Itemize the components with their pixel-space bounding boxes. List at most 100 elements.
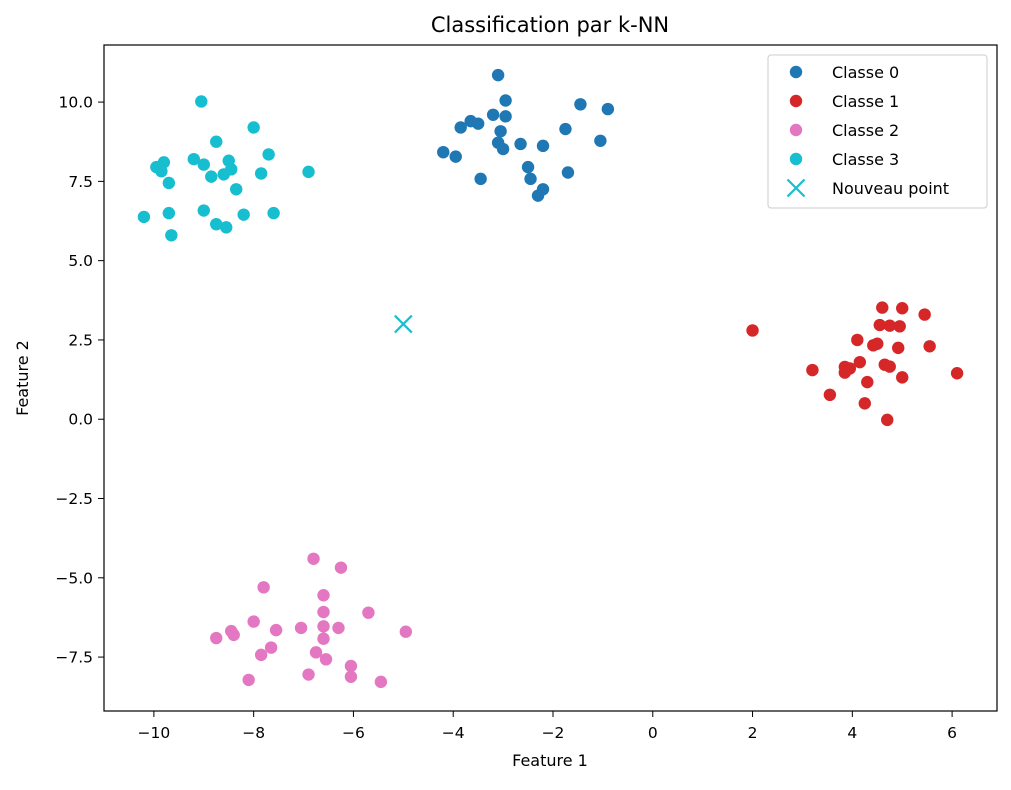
legend-marker [789, 94, 803, 108]
classe-1-point [746, 324, 759, 337]
classe-2-point [317, 632, 330, 645]
legend-label: Classe 1 [832, 92, 899, 111]
classe-0-point [524, 172, 537, 186]
classe-0-point [471, 117, 485, 130]
classe-2-point [294, 621, 308, 635]
x-tick-label: 0 [648, 724, 658, 742]
classe-1-point [838, 366, 852, 379]
classe-0-point [521, 160, 535, 174]
classe-1-point [876, 301, 889, 314]
classe-2-point [254, 648, 268, 662]
x-tick-label: −4 [442, 724, 465, 742]
legend-label: Classe 0 [832, 63, 899, 82]
classe-0-point [499, 94, 512, 107]
legend-marker [789, 152, 803, 166]
classe-2-point [227, 628, 240, 642]
classe-3-point [165, 229, 178, 242]
classe-2-point [344, 659, 358, 673]
classe-1-point [883, 360, 896, 373]
classe-2-point [362, 606, 375, 619]
classe-0-point [594, 134, 607, 147]
classe-2-point [317, 589, 330, 602]
legend-marker [786, 178, 806, 198]
nouveau-point-marker [394, 314, 413, 334]
x-tick-label: −2 [542, 724, 565, 742]
classe-1-point [896, 371, 909, 384]
classe-0-point [559, 122, 572, 136]
classe-1-point [893, 320, 906, 333]
classe-0-point [514, 137, 527, 151]
classe-3-point [247, 121, 260, 134]
classe-0-point [531, 189, 545, 202]
classe-1-point [823, 388, 837, 402]
classe-3-point [220, 221, 233, 234]
classe-2-point [374, 675, 388, 689]
classe-2-point [319, 653, 333, 666]
classe-1-point [853, 355, 867, 369]
x-tick-label: −8 [242, 724, 265, 742]
classe-3-point [205, 170, 218, 183]
classe-1-point [881, 413, 894, 427]
y-tick-label: −7.5 [55, 649, 93, 667]
legend-label: Nouveau point [832, 179, 949, 198]
y-axis: −7.5 −5.0 −2.5 0.0 2.5 5.0 7.5 10.0 [55, 94, 104, 667]
x-tick-label: 4 [847, 724, 857, 742]
x-tick-label: −10 [138, 724, 171, 742]
classe-0-point [561, 166, 575, 179]
x-tick-label: 6 [947, 724, 957, 742]
classe-2-point [317, 605, 330, 619]
classe-3-point [162, 176, 176, 190]
classe-0-point [494, 125, 507, 138]
plot-frame [103, 44, 998, 712]
x-tick-label: −6 [342, 724, 365, 742]
classe-3-point [230, 183, 243, 196]
classe-3-point [187, 152, 200, 166]
y-tick-label: −2.5 [55, 490, 93, 508]
classe-3-point [302, 165, 315, 179]
classe-1-point [918, 308, 931, 321]
classe-0-point [474, 172, 487, 186]
classe-2-point [334, 561, 348, 574]
classe-2-point [210, 631, 223, 645]
classe-2-point [344, 670, 358, 683]
classe-1-point [806, 363, 819, 377]
classe-2-point [257, 581, 270, 594]
x-tick-label: 2 [748, 724, 758, 742]
classe-2-point [309, 646, 323, 659]
classe-3-point [254, 167, 268, 180]
classe-3-point [237, 208, 250, 221]
classe-2-point [264, 641, 278, 654]
classe-2-point [332, 621, 345, 635]
legend-box [767, 54, 988, 209]
legend-label: Classe 3 [832, 150, 899, 169]
chart-title: Classification par k-NN [431, 13, 669, 37]
classe-1-point [892, 341, 905, 355]
y-axis-label: Feature 2 [13, 340, 32, 416]
classe-1-point [923, 340, 936, 353]
classe-3-point [162, 206, 176, 220]
classe-0-point [449, 150, 462, 163]
legend-marker [789, 123, 803, 137]
classe-0-point [491, 68, 505, 82]
legend-label: Classe 2 [832, 121, 899, 140]
classe-0-point [496, 142, 510, 156]
classe-2-point [269, 623, 283, 637]
classe-1-point [867, 339, 880, 352]
classe-0-point [574, 98, 587, 111]
classe-2-point [302, 668, 315, 681]
classe-3-point [155, 165, 168, 178]
legend: Classe 0 Classe 1 Classe 2 Classe 3 Nouveau … [767, 54, 988, 209]
classe-0-point [486, 108, 500, 121]
y-tick-label: 2.5 [68, 331, 93, 349]
y-tick-label: 7.5 [68, 173, 93, 191]
classe-0-point [536, 139, 550, 153]
x-axis: −10 −8 −6 −4 −2 0 2 4 6 [138, 711, 957, 742]
y-tick-label: 0.0 [68, 411, 93, 429]
classe-1-point [896, 302, 909, 315]
y-tick-label: −5.0 [55, 569, 93, 587]
classe-1-point [851, 333, 864, 347]
classe-3-point [217, 168, 230, 181]
classe-0-point [437, 145, 450, 159]
classe-0-point [499, 110, 512, 123]
